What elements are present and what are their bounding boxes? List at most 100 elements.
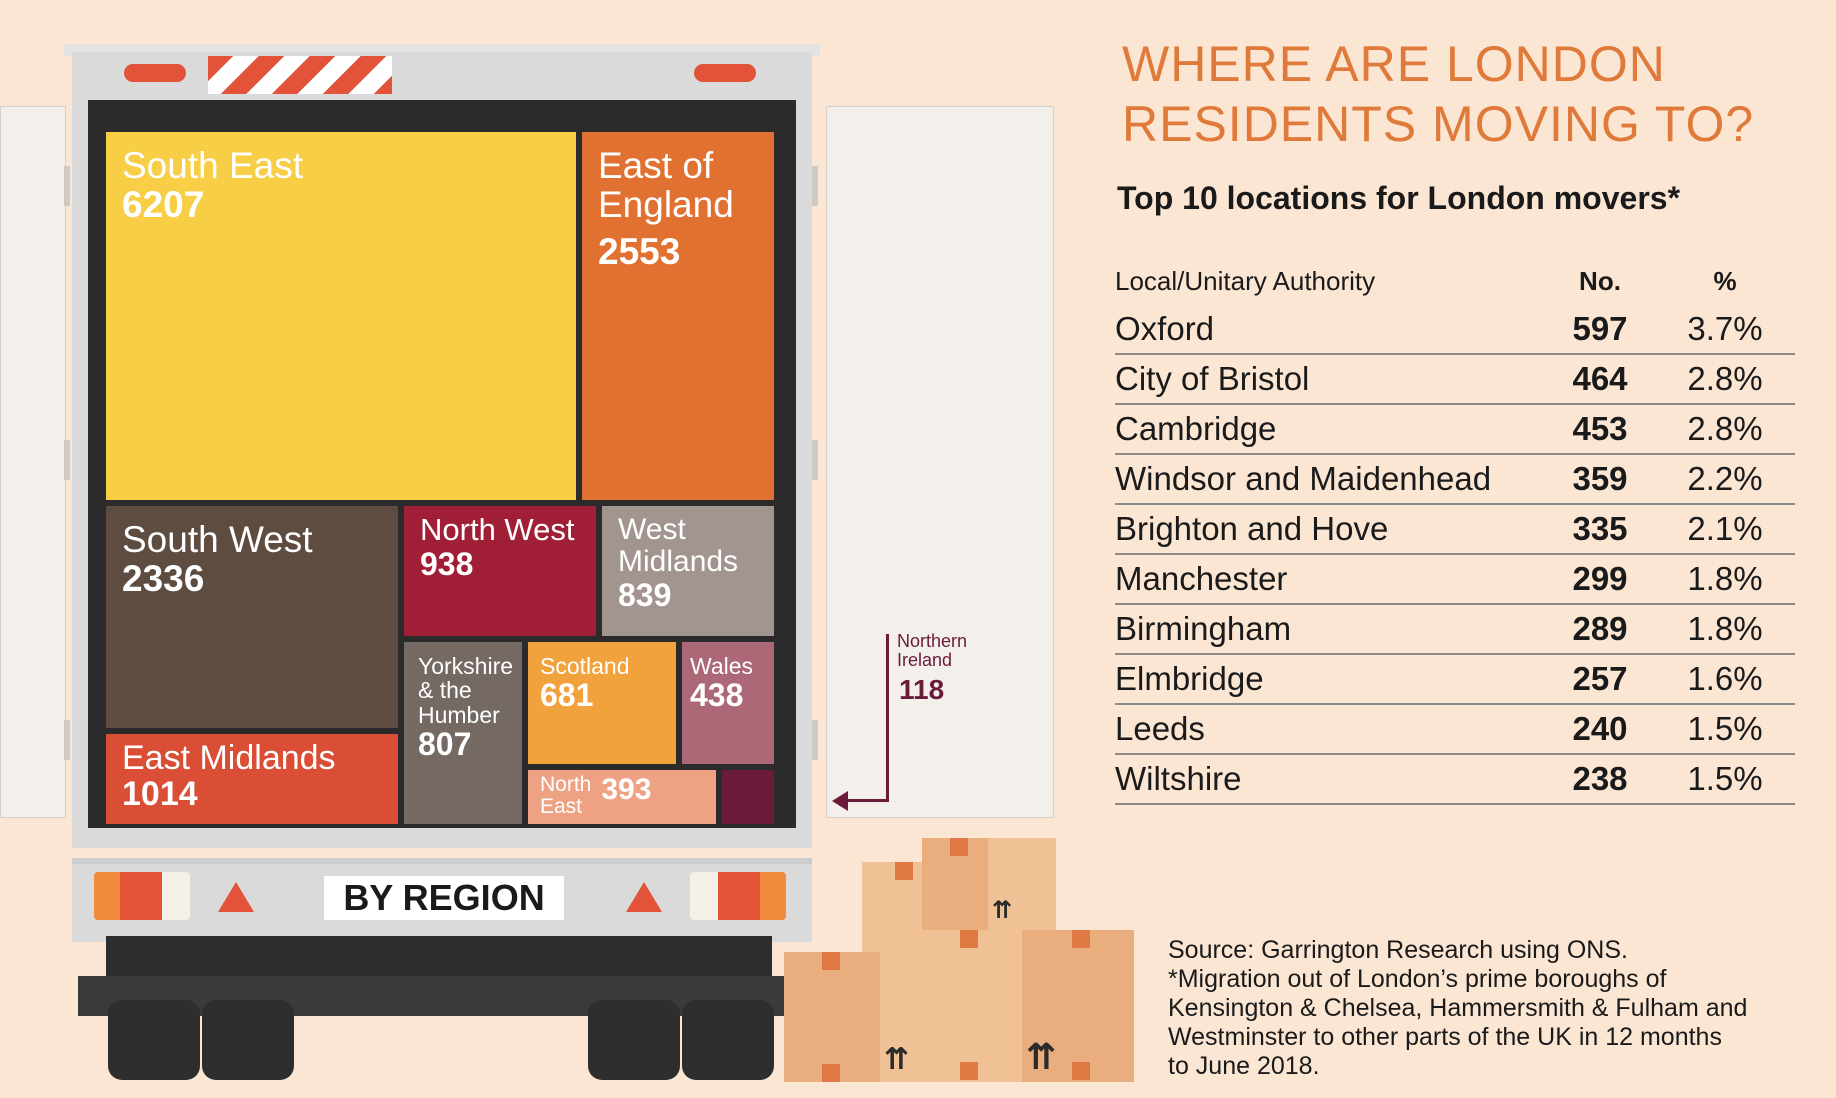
table-row: Leeds 240 1.5% — [1115, 704, 1795, 755]
tail-light-left — [94, 872, 190, 920]
treemap-tile-wales: Wales 438 — [682, 642, 774, 764]
cell-percent: 2.1% — [1655, 504, 1795, 555]
tile-value: 438 — [690, 677, 744, 714]
box-tape — [960, 1062, 978, 1080]
ni-label: Northern Ireland — [897, 632, 1017, 670]
tile-label: Scotland — [540, 653, 630, 679]
treemap-tile-east-of-england: East of England 2553 — [582, 132, 774, 500]
tile-label: East of — [598, 145, 714, 186]
table-row: Wiltshire 238 1.5% — [1115, 754, 1795, 805]
box-tape — [895, 862, 913, 880]
tile-label: Wales — [690, 653, 754, 679]
hazard-stripes — [208, 56, 392, 94]
box-tape — [950, 838, 968, 856]
warning-triangle-icon — [626, 882, 662, 912]
truck-right-door — [826, 106, 1054, 818]
title-line: RESIDENTS MOVING TO? — [1122, 96, 1755, 152]
table-row: Oxford 597 3.7% — [1115, 305, 1795, 355]
tile-value: 2336 — [122, 558, 205, 600]
cell-percent: 1.5% — [1655, 754, 1795, 805]
treemap-tile-south-west: South West 2336 — [106, 506, 398, 728]
cell-percent: 2.8% — [1655, 404, 1795, 455]
door-hinge — [64, 166, 70, 206]
title-line: WHERE ARE LONDON — [1122, 36, 1666, 92]
tail-light-right — [690, 872, 786, 920]
tile-label: East Midlands — [122, 739, 336, 777]
box-tape — [1072, 1062, 1090, 1080]
door-hinge — [812, 166, 818, 206]
treemap-tile-yorkshire: Yorkshire & the Humber 807 — [404, 642, 522, 824]
cell-number: 597 — [1545, 305, 1655, 355]
truck-underbody — [106, 936, 772, 978]
treemap-tile-east-midlands: East Midlands 1014 — [106, 734, 398, 824]
cell-number: 335 — [1545, 504, 1655, 555]
cell-number: 453 — [1545, 404, 1655, 455]
tile-label: West — [618, 513, 686, 546]
source-line: Source: Garrington Research using ONS. — [1168, 936, 1628, 964]
tile-label: Humber — [418, 701, 500, 728]
table-row: Brighton and Hove 335 2.1% — [1115, 504, 1795, 555]
table-row: City of Bristol 464 2.8% — [1115, 354, 1795, 405]
treemap-tile-northern-ireland — [722, 770, 774, 824]
tile-label: & the — [418, 677, 472, 704]
cardboard-box — [908, 930, 1024, 1082]
door-hinge — [64, 440, 70, 480]
table-subtitle: Top 10 locations for London movers* — [1117, 180, 1681, 216]
box-tape — [822, 1064, 840, 1082]
treemap-tile-south-east: South East 6207 — [106, 132, 576, 500]
tile-label: Yorkshire — [418, 653, 514, 679]
tile-label: South East — [122, 145, 304, 186]
column-header-number: No. — [1579, 266, 1621, 296]
cell-authority: Windsor and Maidenhead — [1115, 454, 1545, 505]
warning-triangle-icon — [218, 882, 254, 912]
tile-value: 938 — [420, 545, 474, 582]
wheel — [108, 1000, 200, 1080]
this-way-up-icon: ⇈ — [992, 897, 1013, 924]
source-line: to June 2018. — [1168, 1052, 1320, 1080]
source-note: Source: Garrington Research using ONS. *… — [1168, 936, 1828, 1081]
door-hinge — [812, 440, 818, 480]
ni-value: 118 — [899, 674, 945, 705]
ni-label-line: Ireland — [897, 650, 953, 670]
ni-pointer-line — [886, 634, 889, 802]
cell-authority: Cambridge — [1115, 404, 1545, 455]
treemap-tile-north-east: North East 393 — [528, 770, 716, 824]
treemap-tile-north-west: North West 938 — [404, 506, 596, 636]
door-hinge — [64, 720, 70, 760]
tile-label: Midlands — [618, 544, 739, 578]
cell-number: 299 — [1545, 554, 1655, 605]
tile-label: North — [540, 773, 592, 796]
tile-value: 681 — [540, 677, 594, 714]
source-line: Kensington & Chelsea, Hammersmith & Fulh… — [1168, 994, 1748, 1022]
cell-authority: City of Bristol — [1115, 354, 1545, 405]
wheel — [588, 1000, 680, 1080]
source-line: Westminster to other parts of the UK in … — [1168, 1023, 1722, 1051]
tile-label: England — [598, 184, 734, 226]
this-way-up-icon: ⇈ — [884, 1043, 910, 1076]
box-tape — [1072, 930, 1090, 948]
tile-value: 1014 — [122, 775, 198, 814]
cell-percent: 3.7% — [1655, 305, 1795, 355]
cell-percent: 2.2% — [1655, 454, 1795, 505]
tile-value: 6207 — [122, 184, 205, 226]
treemap-tile-scotland: Scotland 681 — [528, 642, 676, 764]
cell-percent: 1.8% — [1655, 604, 1795, 655]
column-header-authority: Local/Unitary Authority — [1115, 266, 1376, 296]
truck-left-door — [0, 106, 66, 818]
cell-number: 359 — [1545, 454, 1655, 505]
cell-authority: Oxford — [1115, 305, 1545, 355]
roof-lamp-right — [694, 64, 756, 82]
column-header-percent: % — [1713, 266, 1737, 296]
cell-percent: 1.6% — [1655, 654, 1795, 705]
cardboard-box — [880, 952, 912, 1082]
cell-authority: Birmingham — [1115, 604, 1545, 655]
table-row: Windsor and Maidenhead 359 2.2% — [1115, 454, 1795, 505]
cell-authority: Brighton and Hove — [1115, 504, 1545, 555]
box-tape — [822, 952, 840, 970]
wheel — [682, 1000, 774, 1080]
table-row: Elmbridge 257 1.6% — [1115, 654, 1795, 705]
ni-label-line: Northern — [897, 631, 968, 651]
table-row: Manchester 299 1.8% — [1115, 554, 1795, 605]
cell-number: 464 — [1545, 354, 1655, 405]
table-row: Birmingham 289 1.8% — [1115, 604, 1795, 655]
